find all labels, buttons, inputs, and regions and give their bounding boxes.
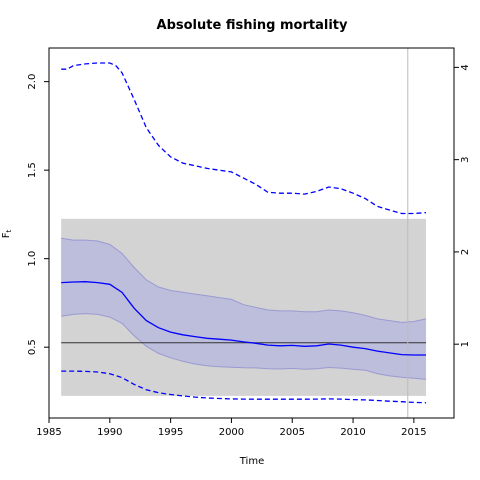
y-tick-label: 0.5 [27,339,38,355]
x-tick-label: 2015 [401,427,426,438]
y-axis-title-main: F [1,232,12,238]
chart-title: Absolute fishing mortality [157,18,348,33]
x-tick-label: 2000 [219,427,244,438]
x-tick-label: 1995 [158,427,183,438]
confidence-upper-edge [61,237,427,323]
x-tick-label: 1985 [36,427,61,438]
plot-area: 1985 1990 1995 2000 2005 2010 2015 0.5 1.0 1.5 2.0… [27,47,471,438]
confidence-lower-edge [61,313,427,380]
plot-frame [48,47,455,419]
x-tick-label: 2010 [340,427,365,438]
x-tick-label: 2005 [280,427,305,438]
y-axis-title-sub: t [5,229,13,232]
x-axis-title: Time [239,456,264,467]
svg-text:Ft: Ft [1,229,13,238]
series-line-lower-dashed [61,370,427,404]
y2-tick-label: 4 [460,64,471,70]
x-tick-label: 1990 [97,427,122,438]
series-line-estimate [61,281,426,356]
y2-tick-label: 1 [460,341,471,347]
y-tick-label: 2.0 [27,74,38,90]
y-tick-label: 1.0 [27,251,38,267]
y2-tick-label: 3 [460,156,471,162]
y2-tick-label: 2 [460,249,471,255]
y-axis-title: Ft [1,229,13,238]
series-line-upper-dashed [61,62,427,215]
y-tick-label: 1.5 [27,162,38,178]
